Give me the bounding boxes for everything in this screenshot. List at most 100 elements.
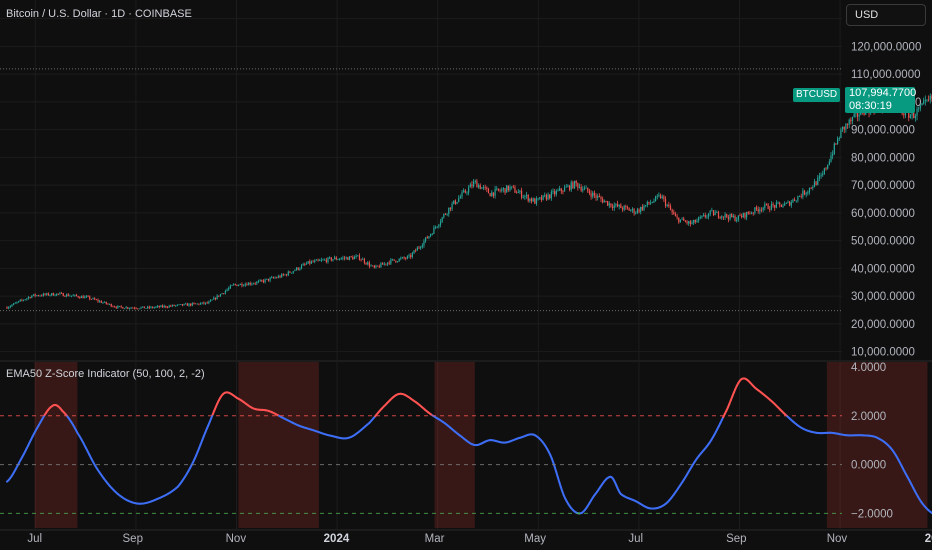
candle (789, 201, 791, 206)
candle (573, 180, 576, 189)
candle (827, 164, 829, 169)
indicator-title: EMA50 Z-Score Indicator (50, 100, 2, -2) (6, 368, 205, 380)
candle (507, 185, 509, 191)
candle (80, 296, 83, 298)
symbol-badge: BTCUSD (793, 88, 841, 102)
candle (926, 99, 928, 101)
candle (343, 257, 346, 259)
candle (209, 300, 212, 302)
candle (729, 214, 731, 220)
candle (909, 115, 912, 118)
candle (737, 215, 739, 220)
candle (56, 293, 58, 296)
time-axis-label: Jul (27, 533, 42, 545)
candle (741, 215, 743, 218)
price-axis-label: 40,000.0000 (851, 263, 915, 275)
candle (578, 186, 581, 188)
candle (732, 216, 734, 217)
candle (138, 308, 140, 310)
candle (405, 258, 407, 260)
candle (790, 202, 792, 206)
candle (358, 255, 361, 260)
candle (168, 305, 170, 308)
candle (13, 303, 15, 305)
candle (580, 186, 582, 191)
candle (823, 168, 825, 174)
candle (57, 293, 59, 295)
candle (793, 199, 796, 201)
candle (259, 280, 261, 282)
candle (921, 103, 923, 106)
candle (218, 295, 220, 297)
candle (85, 296, 88, 298)
candle (433, 227, 435, 234)
candle (173, 304, 175, 306)
candle (633, 208, 635, 214)
candle (287, 271, 289, 276)
candle (678, 217, 680, 223)
candle (803, 190, 806, 195)
price-axis-label: 90,000.0000 (851, 125, 915, 137)
candle (161, 305, 164, 308)
candle (817, 177, 819, 185)
candle (468, 187, 470, 193)
candle (74, 294, 76, 296)
candle (760, 209, 763, 211)
candle (765, 204, 768, 206)
candle (54, 295, 56, 297)
candle (813, 181, 816, 188)
candle (845, 124, 847, 130)
candle (772, 203, 774, 206)
candle (65, 294, 68, 297)
candle (229, 285, 231, 289)
candle (274, 277, 276, 279)
candle (512, 186, 514, 188)
time-axis-label: 2025 (925, 533, 932, 545)
candle (261, 280, 263, 281)
candle (123, 308, 126, 310)
candle (550, 191, 552, 199)
candle (49, 294, 51, 296)
candle (400, 258, 402, 259)
candle (396, 261, 399, 263)
price-axis-label: 30,000.0000 (851, 291, 915, 303)
candle (522, 196, 524, 198)
candle (425, 237, 427, 242)
candle (120, 306, 122, 308)
candle (567, 185, 569, 187)
candle (393, 259, 395, 261)
candle (709, 210, 711, 214)
candle (145, 308, 147, 309)
candle (666, 204, 668, 206)
candle (380, 263, 382, 268)
candle (19, 299, 21, 302)
candle (46, 293, 48, 295)
candle (156, 306, 159, 307)
candle (281, 274, 283, 278)
candle (808, 187, 811, 192)
candle (568, 185, 571, 190)
candle (243, 285, 245, 287)
candle (429, 234, 432, 237)
candle (458, 198, 460, 202)
zscore-axis-label: −2.0000 (851, 508, 893, 520)
candle (153, 307, 155, 309)
candle (820, 175, 822, 177)
candle (221, 293, 223, 295)
candle (355, 256, 357, 258)
candle (631, 208, 634, 211)
candle (479, 185, 481, 189)
candle (539, 197, 541, 199)
candle (370, 265, 372, 267)
candle (749, 213, 751, 215)
candle (572, 182, 574, 189)
currency-selector[interactable]: USD (846, 4, 926, 26)
candle (451, 203, 453, 210)
candle (372, 265, 374, 267)
candle (471, 184, 473, 187)
candle (689, 221, 691, 225)
candle (607, 200, 609, 206)
candle (532, 198, 534, 202)
candle (8, 307, 10, 309)
